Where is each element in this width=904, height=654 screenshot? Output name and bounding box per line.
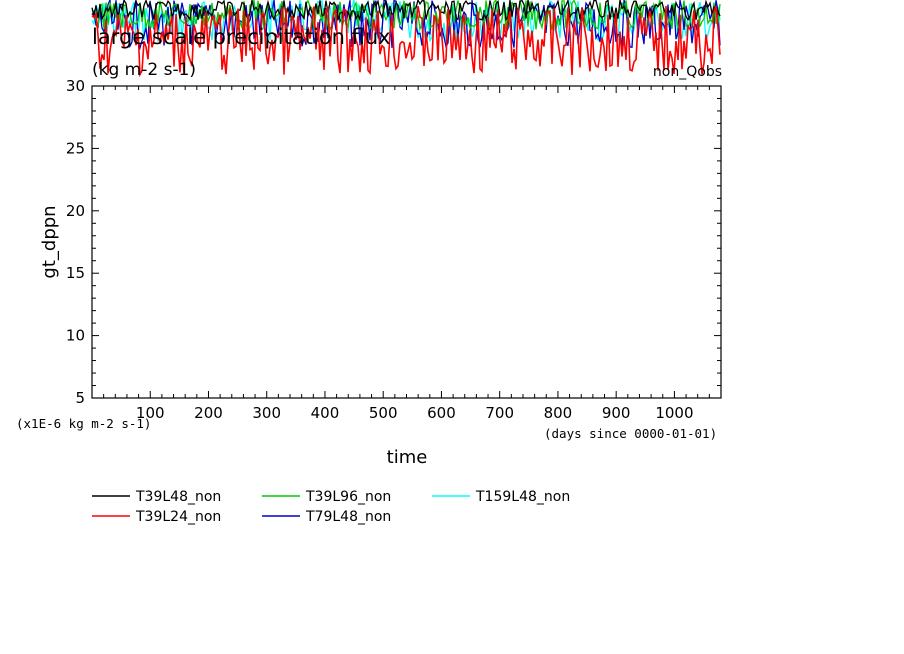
legend-label: T39L96_non <box>305 489 391 505</box>
y-axis-label: gt_dppn <box>39 205 60 278</box>
y-tick-label: 25 <box>66 139 85 157</box>
x-tick-label: 700 <box>485 404 514 422</box>
legend-label: T79L48_non <box>305 509 391 525</box>
y-scale-note: (x1E-6 kg m-2 s-1) <box>16 416 151 431</box>
axis-ticks <box>92 85 722 399</box>
series-trace-t39l48-non <box>91 0 721 22</box>
series-overflow-traces <box>91 0 721 78</box>
x-unit-note: (days since 0000-01-01) <box>544 426 717 441</box>
chart-units: (kg m-2 s-1) <box>92 60 196 80</box>
run-label: non_Qobs <box>653 64 722 80</box>
y-tick-label: 20 <box>66 202 85 220</box>
y-tick-label: 10 <box>66 327 85 345</box>
series-trace-t39l24-non <box>91 5 721 78</box>
y-tick-label: 15 <box>66 264 85 282</box>
legend-label: T39L24_non <box>135 509 221 525</box>
x-tick-label: 1000 <box>655 404 693 422</box>
x-tick-label: 200 <box>194 404 223 422</box>
legend-label: T39L48_non <box>135 489 221 505</box>
x-axis-label: time <box>387 447 428 468</box>
x-tick-labels: 100 200 300 400 500 600 700 800 900 1000 <box>136 404 694 422</box>
plot-frame <box>91 85 722 399</box>
x-tick-label: 500 <box>369 404 398 422</box>
legend-label: T159L48_non <box>475 489 570 505</box>
x-tick-label: 600 <box>427 404 456 422</box>
x-tick-label: 300 <box>252 404 281 422</box>
legend: T39L48_non T39L24_non T39L96_non T79L48_non… <box>92 489 570 525</box>
x-tick-label: 100 <box>136 404 165 422</box>
x-tick-label: 400 <box>311 404 340 422</box>
x-tick-label: 900 <box>602 404 631 422</box>
chart-title: large scale precipitation flux <box>92 25 391 49</box>
y-tick-label: 30 <box>66 77 85 95</box>
series-trace-t39l96-non <box>91 0 721 32</box>
y-tick-labels: 5 10 15 20 25 30 <box>66 77 85 407</box>
x-tick-label: 800 <box>544 404 573 422</box>
y-tick-label: 5 <box>75 389 85 407</box>
